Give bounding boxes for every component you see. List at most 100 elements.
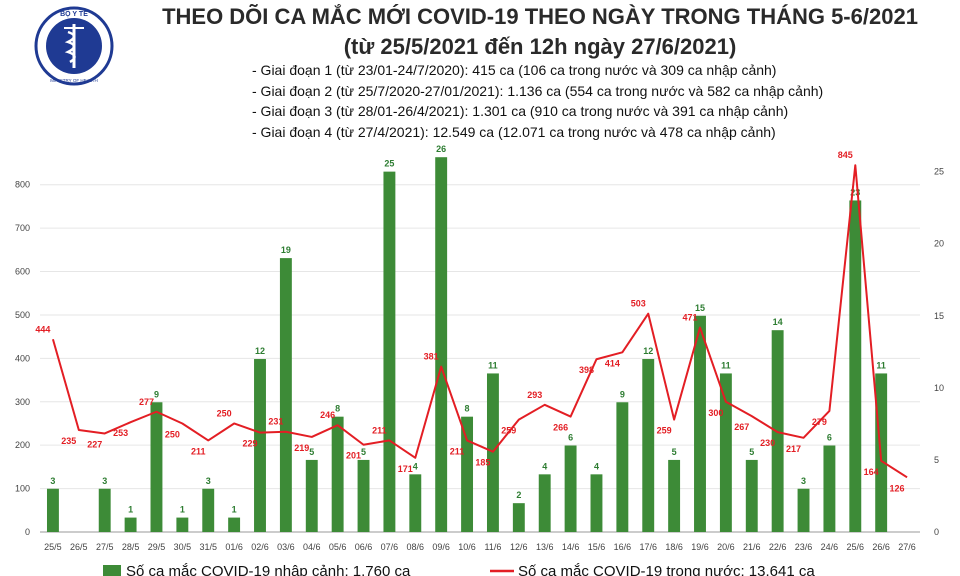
bar [745,459,758,532]
x-tick-label: 12/6 [510,542,528,552]
line-value-label: 300 [708,408,723,418]
bar [719,373,732,532]
bar-value-label: 12 [255,346,265,356]
bar-value-label: 14 [773,317,783,327]
logo-subtext: MINISTRY OF HEALTH [50,78,98,83]
bar-value-label: 5 [749,447,754,457]
legend-bar-swatch [103,565,121,576]
title-line-1: THEO DÕI CA MẮC MỚI COVID-19 THEO NGÀY T… [162,4,918,29]
bar [124,517,137,532]
bar-value-label: 11 [488,360,498,370]
bar [590,474,603,532]
line-value-label: 266 [553,423,568,433]
x-tick-label: 10/6 [458,542,476,552]
x-tick-label: 19/6 [691,542,709,552]
x-tick-label: 01/6 [225,542,243,552]
chart-title: THEO DÕI CA MẮC MỚI COVID-19 THEO NGÀY T… [150,2,930,62]
x-tick-label: 05/6 [329,542,347,552]
x-tick-label: 17/6 [639,542,657,552]
left-tick-label: 600 [15,267,30,277]
bar-value-label: 3 [102,476,107,486]
line-value-label: 250 [165,429,180,439]
x-tick-label: 30/5 [174,542,192,552]
bar [254,359,266,532]
bar [797,488,810,532]
left-tick-label: 400 [15,353,30,363]
left-tick-label: 800 [15,180,30,190]
x-axis: 25/5 26/5 27/5 28/5 29/5 30/5 31/5 01/6 02/6 03/6… [44,542,916,552]
legend: Số ca mắc COVID-19 nhập cảnh: 1.760 ca S… [103,563,815,576]
bar [461,416,474,532]
bar-value-label: 11 [721,360,731,370]
line-value-label: 253 [113,428,128,438]
bar-value-label: 6 [568,433,573,443]
x-tick-label: 24/6 [821,542,839,552]
left-tick-label: 200 [15,440,30,450]
x-tick-label: 16/6 [614,542,632,552]
x-tick-label: 21/6 [743,542,761,552]
line-value-label: 471 [682,313,697,323]
bar-value-label: 25 [384,159,394,169]
x-tick-label: 28/5 [122,542,140,552]
x-tick-label: 25/5 [44,542,62,552]
ministry-of-health-logo: BỘ Y TẾ MINISTRY OF HEALTH [34,6,114,86]
x-tick-label: 26/6 [872,542,890,552]
line-value-label: 217 [786,444,801,454]
x-tick-label: 02/6 [251,542,269,552]
x-tick-label: 06/6 [355,542,373,552]
line-value-label: 230 [760,438,775,448]
x-tick-label: 09/6 [432,542,450,552]
bar [642,359,655,532]
line-value-label: 185 [475,458,490,468]
bar-value-label: 15 [695,303,705,313]
bar [150,402,163,532]
title-line-2: (từ 25/5/2021 đến 12h ngày 27/6/2021) [343,34,737,59]
bar-value-label: 2 [516,490,521,500]
bar-value-label: 4 [413,461,418,471]
line-value-label: 293 [527,390,542,400]
x-tick-label: 27/6 [898,542,916,552]
bar [228,517,241,532]
line-value-label: 250 [217,408,232,418]
x-tick-label: 29/5 [148,542,166,552]
bar-value-label: 5 [361,447,366,457]
bar-value-label: 5 [309,447,314,457]
line-value-label: 259 [501,426,516,436]
x-tick-label: 03/6 [277,542,295,552]
bar [305,459,318,532]
bar-value-label: 23 [850,187,860,197]
line-value-label: 201 [346,451,361,461]
x-tick-label: 26/5 [70,542,88,552]
line-series [51,164,908,479]
line-value-label: 444 [35,324,50,334]
bar [538,474,551,532]
line-value-label: 227 [87,439,102,449]
line-value-label: 267 [734,422,749,432]
x-tick-label: 13/6 [536,542,554,552]
bar-value-label: 6 [827,433,832,443]
line-value-label: 235 [61,436,76,446]
bar-value-label: 9 [620,389,625,399]
line-value-label: 845 [838,150,853,160]
line-path [51,164,908,479]
left-tick-label: 700 [15,223,30,233]
left-tick-label: 0 [25,527,30,537]
right-tick-label: 15 [934,311,944,321]
line-value-label: 211 [450,446,465,456]
right-tick-label: 10 [934,383,944,393]
line-value-label: 277 [139,397,154,407]
right-tick-label: 0 [934,527,939,537]
bar-value-label: 1 [232,505,237,515]
bar [176,517,189,532]
line-value-label: 398 [579,365,594,375]
x-tick-label: 11/6 [485,542,502,552]
bar-value-label: 3 [801,476,806,486]
bar-value-label: 4 [594,461,599,471]
line-value-label: 219 [294,443,309,453]
bar-value-label: 3 [206,476,211,486]
line-value-label: 259 [657,426,672,436]
note-period-4: - Giai đoạn 4 (từ 27/4/2021): 12.549 ca … [252,123,776,140]
legend-bar-label: Số ca mắc COVID-19 nhập cảnh: 1.760 ca [126,563,411,576]
